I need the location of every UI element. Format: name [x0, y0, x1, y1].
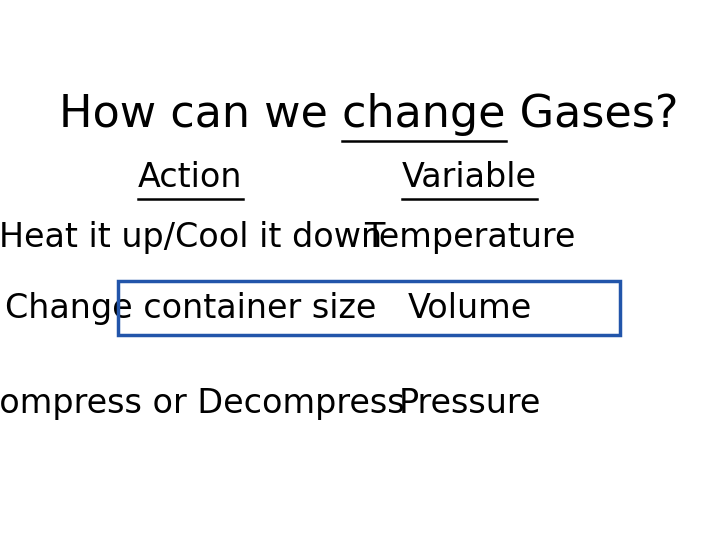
Text: Heat it up/Cool it down: Heat it up/Cool it down: [0, 221, 382, 254]
Text: How can we change Gases?: How can we change Gases?: [59, 93, 679, 136]
Text: Volume: Volume: [408, 292, 531, 325]
Text: Variable: Variable: [402, 160, 537, 193]
Text: Change container size: Change container size: [5, 292, 376, 325]
Text: Temperature: Temperature: [364, 221, 575, 254]
Text: Compress or Decompress: Compress or Decompress: [0, 387, 405, 420]
Text: Action: Action: [138, 160, 243, 193]
Text: Pressure: Pressure: [398, 387, 541, 420]
